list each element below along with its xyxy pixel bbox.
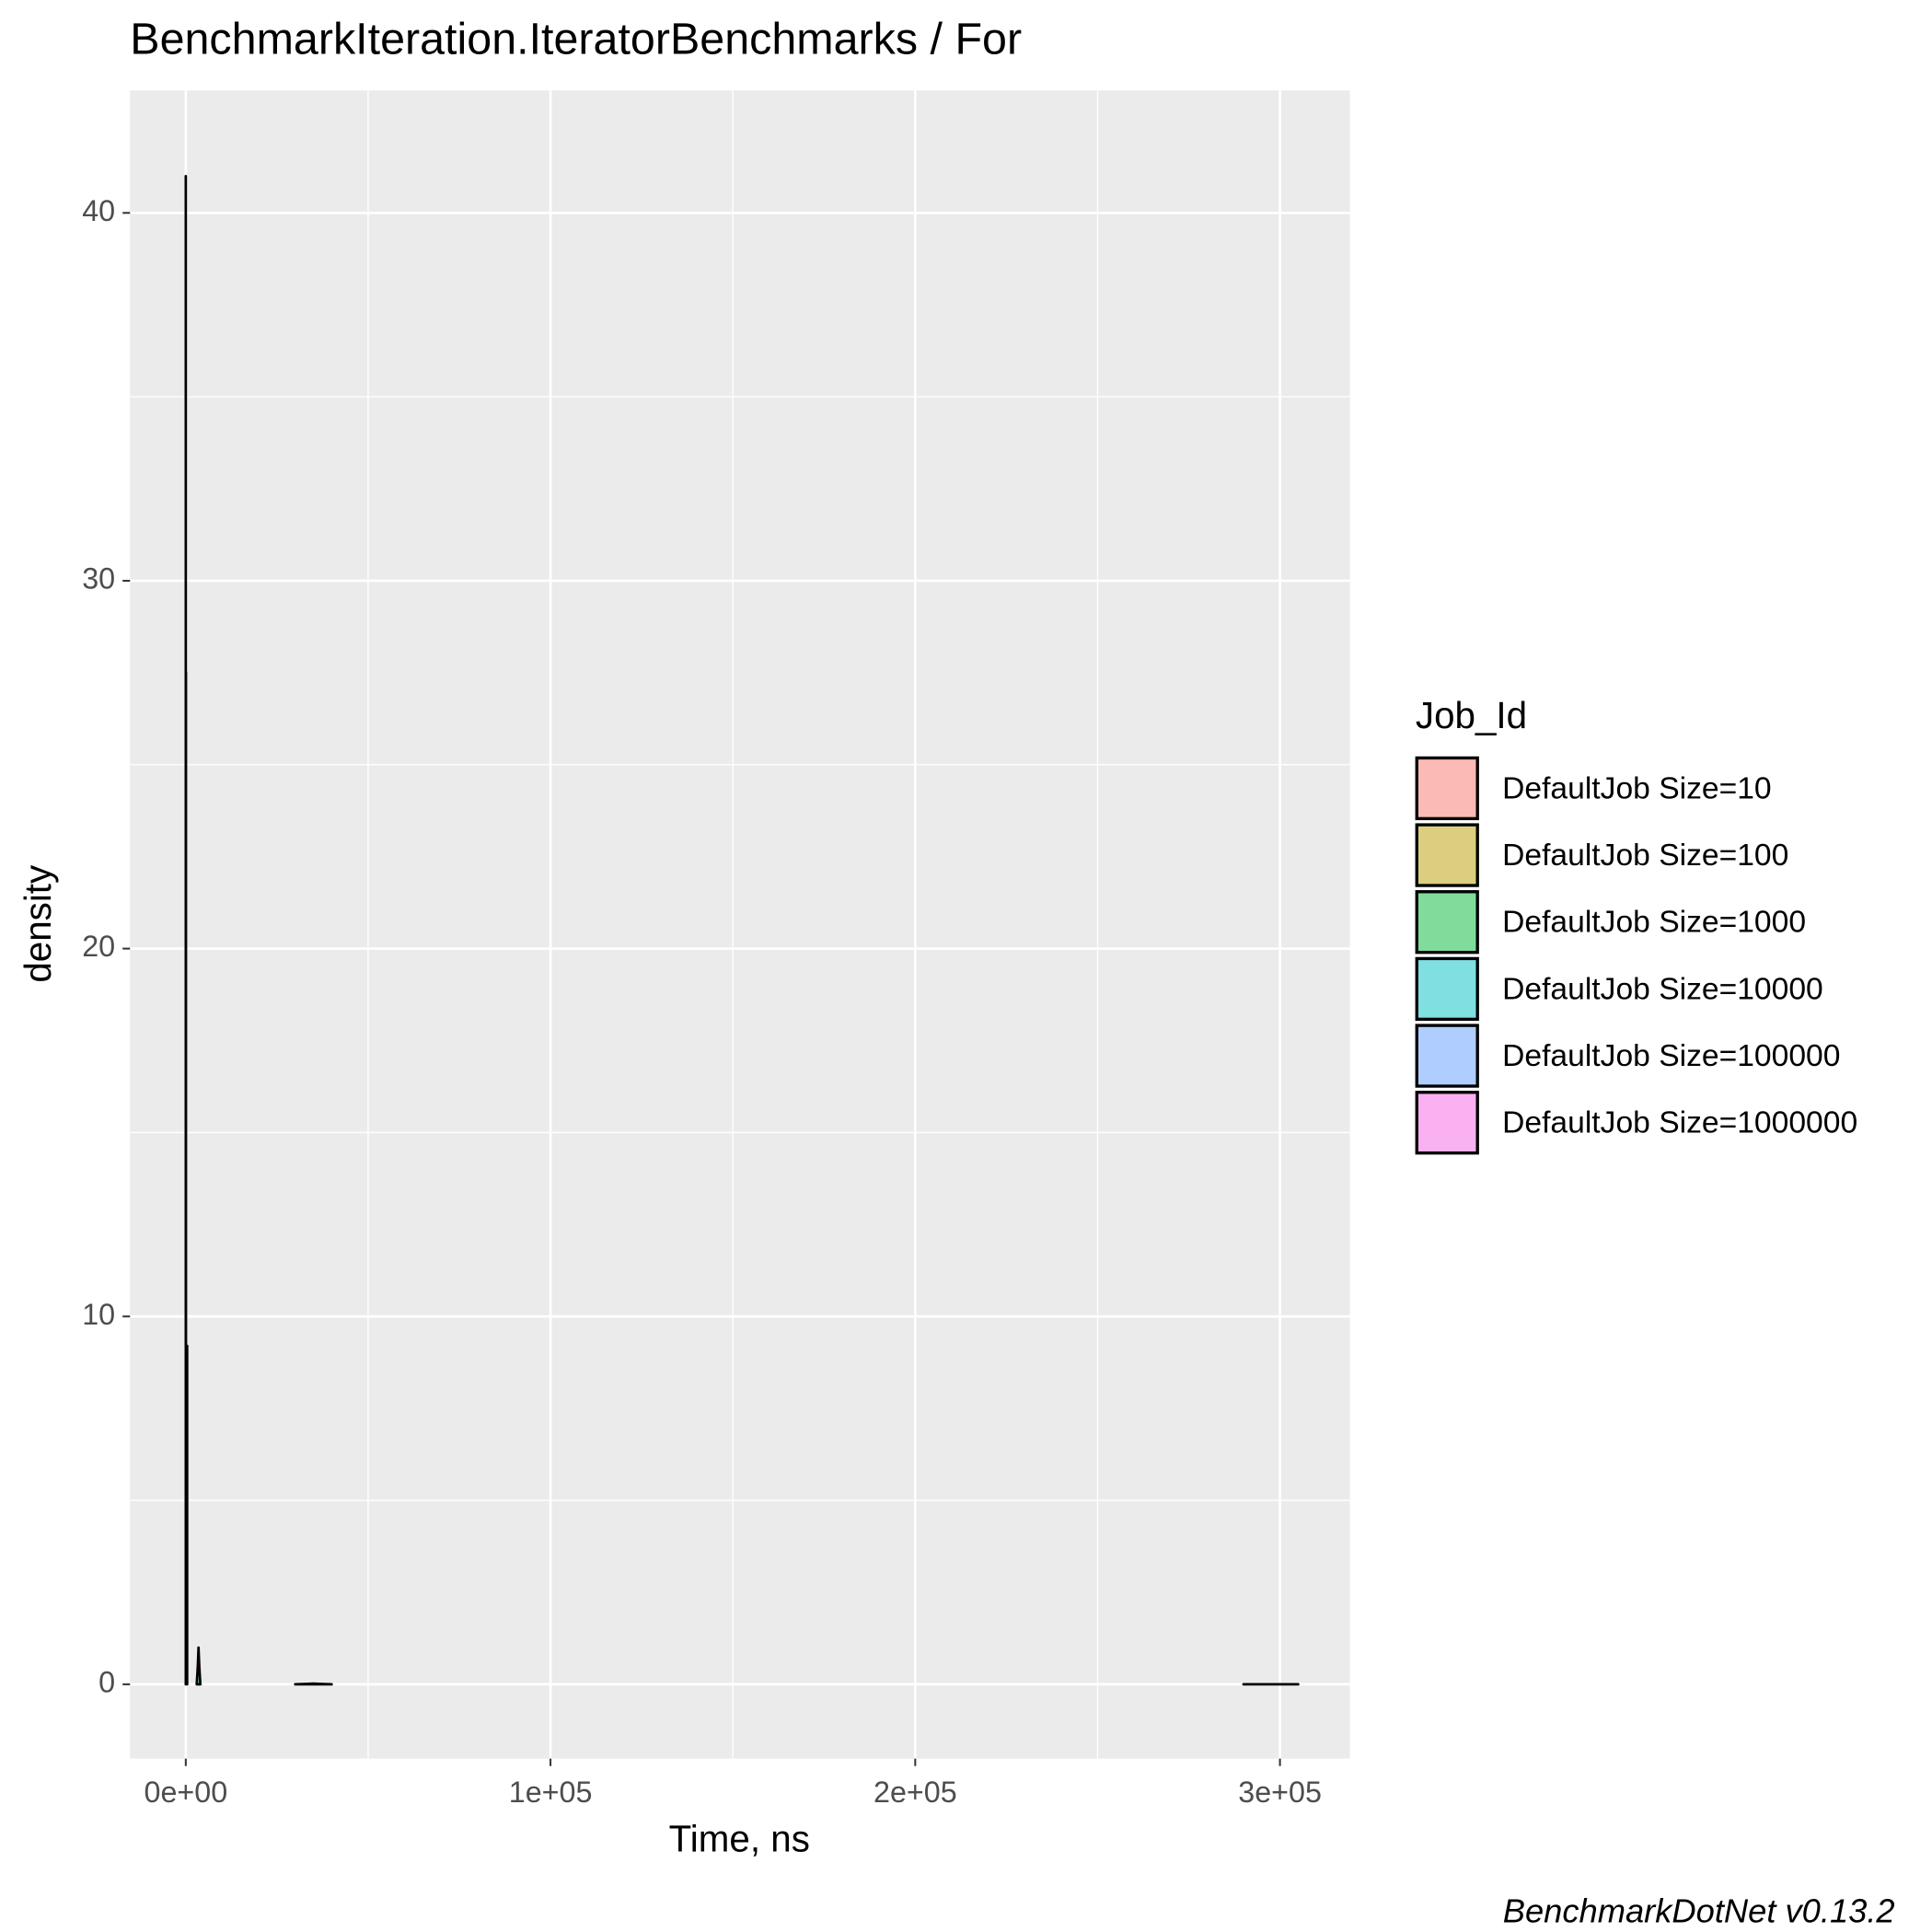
x-axis-label: Time, ns xyxy=(669,1817,810,1859)
x-tick-label: 2e+05 xyxy=(873,1776,957,1809)
legend-label: DefaultJob Size=1000000 xyxy=(1502,1106,1857,1140)
legend-label: DefaultJob Size=100 xyxy=(1502,839,1788,873)
legend-label: DefaultJob Size=10000 xyxy=(1502,972,1823,1006)
density-area xyxy=(195,1646,202,1686)
density-area xyxy=(294,1682,333,1686)
y-tick-label: 0 xyxy=(98,1665,115,1698)
y-tick-label: 20 xyxy=(82,930,115,963)
legend-key xyxy=(1415,823,1479,887)
legend-key xyxy=(1415,956,1479,1022)
legend-label: DefaultJob Size=10 xyxy=(1502,771,1772,805)
marks xyxy=(184,174,1300,1686)
legend-title: Job_Id xyxy=(1416,694,1527,736)
x-tick-label: 3e+05 xyxy=(1238,1776,1322,1809)
y-tick-label: 30 xyxy=(82,561,115,595)
legend-label: DefaultJob Size=100000 xyxy=(1502,1039,1840,1073)
caption: BenchmarkDotNet v0.13.2 xyxy=(1503,1892,1895,1929)
plot-panel xyxy=(130,90,1350,1759)
chart-title: BenchmarkIteration.IteratorBenchmarks / … xyxy=(130,15,1022,64)
y-axis-label: density xyxy=(17,864,59,983)
y-tick-label: 40 xyxy=(82,194,115,227)
legend-key xyxy=(1415,1024,1479,1088)
legend-key xyxy=(1415,756,1479,821)
y-tick-label: 10 xyxy=(82,1298,115,1331)
x-tick-label: 1e+05 xyxy=(509,1776,593,1809)
legend-key xyxy=(1415,1091,1479,1155)
legend: DefaultJob Size=10 DefaultJob Size=100 Def… xyxy=(1415,756,1857,1155)
legend-key xyxy=(1415,890,1479,954)
legend-label: DefaultJob Size=1000 xyxy=(1502,906,1806,940)
x-tick-label: 0e+00 xyxy=(144,1776,227,1809)
axes: 0 10 20 30 40 0e+00 1e+05 2e+05 3e+05 xyxy=(82,194,1322,1809)
